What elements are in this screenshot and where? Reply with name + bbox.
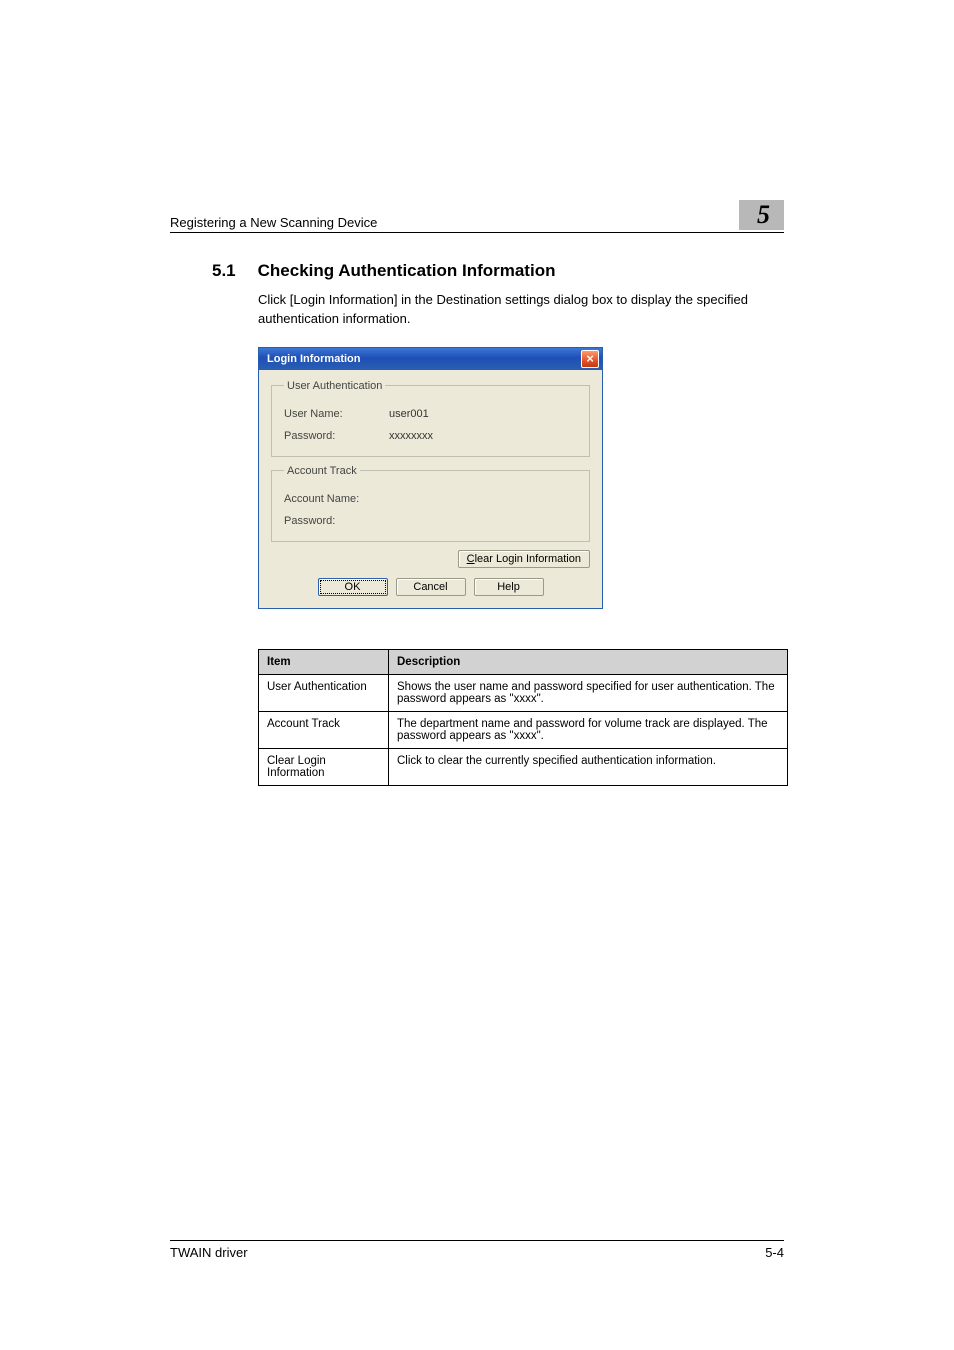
page-container: Registering a New Scanning Device 5 5.1 … <box>0 0 954 786</box>
user-authentication-legend: User Authentication <box>284 380 385 392</box>
table-header-item: Item <box>259 649 389 674</box>
close-icon: × <box>586 352 594 365</box>
table-cell-desc: The department name and password for vol… <box>389 711 788 748</box>
section-number: 5.1 <box>212 261 236 281</box>
clear-row: Clear Login Information <box>271 550 590 568</box>
header-right: 5 <box>739 200 784 230</box>
section-title: Checking Authentication Information <box>258 261 556 281</box>
table-cell-item: User Authentication <box>259 674 389 711</box>
header-title: Registering a New Scanning Device <box>170 215 377 230</box>
close-button[interactable]: × <box>581 350 599 368</box>
table-cell-item: Account Track <box>259 711 389 748</box>
table-cell-desc: Click to clear the currently specified a… <box>389 748 788 785</box>
cancel-button[interactable]: Cancel <box>396 578 466 596</box>
dialog-button-row: OK Cancel Help <box>271 578 590 596</box>
page-footer: TWAIN driver 5-4 <box>170 1240 784 1260</box>
ok-button[interactable]: OK <box>318 578 388 596</box>
page-header: Registering a New Scanning Device 5 <box>170 200 784 233</box>
footer-right: 5-4 <box>765 1245 784 1260</box>
clear-rest: lear Login Information <box>475 553 581 565</box>
clear-login-information-button[interactable]: Clear Login Information <box>458 550 590 568</box>
user-name-row: User Name: user001 <box>284 408 577 420</box>
clear-mnemonic: C <box>467 553 475 565</box>
account-password-row: Password: <box>284 515 577 527</box>
section-body-text: Click [Login Information] in the Destina… <box>258 291 784 329</box>
user-name-value: user001 <box>389 408 429 420</box>
description-table: Item Description User Authentication Sho… <box>258 649 788 786</box>
dialog-titlebar[interactable]: Login Information × <box>259 348 602 370</box>
footer-left: TWAIN driver <box>170 1245 248 1260</box>
user-name-label: User Name: <box>284 408 389 420</box>
dialog-title: Login Information <box>267 353 360 365</box>
table-header-description: Description <box>389 649 788 674</box>
account-track-legend: Account Track <box>284 465 360 477</box>
help-button[interactable]: Help <box>474 578 544 596</box>
table-header-row: Item Description <box>259 649 788 674</box>
dialog-body: User Authentication User Name: user001 P… <box>259 370 602 608</box>
user-password-label: Password: <box>284 430 389 442</box>
account-name-label: Account Name: <box>284 493 389 505</box>
table-row: Clear Login Information Click to clear t… <box>259 748 788 785</box>
account-name-row: Account Name: <box>284 493 577 505</box>
login-information-dialog: Login Information × User Authentication … <box>258 347 603 609</box>
table-cell-desc: Shows the user name and password specifi… <box>389 674 788 711</box>
user-password-row: Password: xxxxxxxx <box>284 430 577 442</box>
chapter-badge: 5 <box>739 200 784 230</box>
table-row: Account Track The department name and pa… <box>259 711 788 748</box>
table-cell-item: Clear Login Information <box>259 748 389 785</box>
account-password-label: Password: <box>284 515 389 527</box>
user-authentication-group: User Authentication User Name: user001 P… <box>271 380 590 457</box>
table-row: User Authentication Shows the user name … <box>259 674 788 711</box>
account-track-group: Account Track Account Name: Password: <box>271 465 590 542</box>
section-heading: 5.1 Checking Authentication Information <box>212 261 784 281</box>
user-password-value: xxxxxxxx <box>389 430 433 442</box>
